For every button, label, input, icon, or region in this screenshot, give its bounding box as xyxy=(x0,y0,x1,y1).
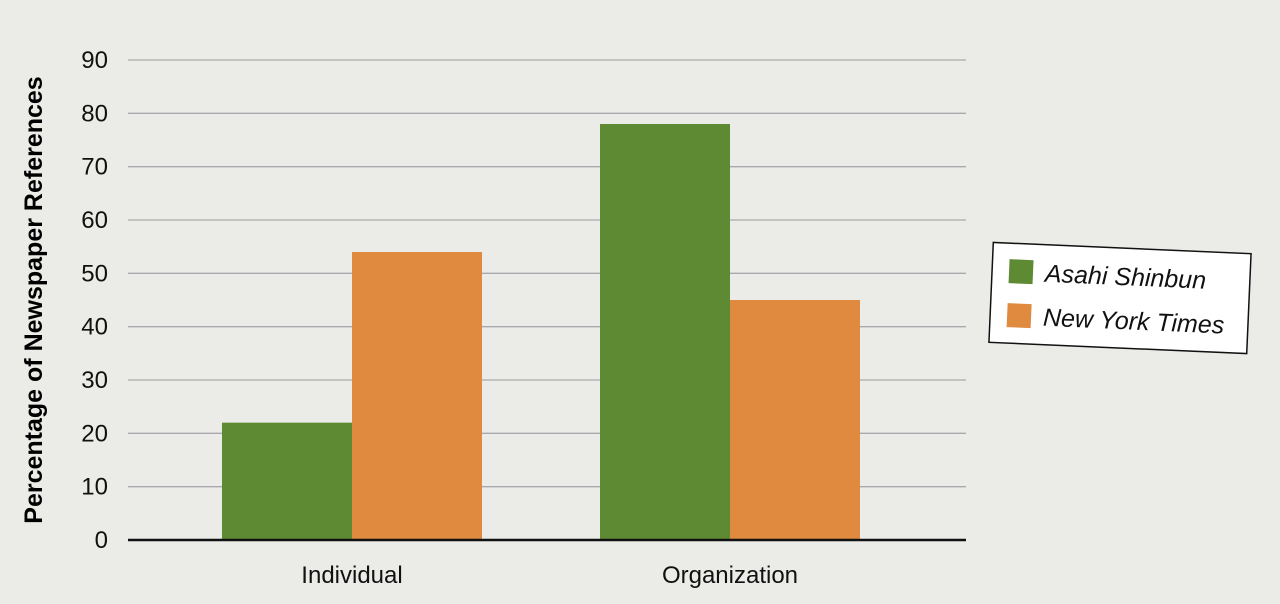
bars xyxy=(222,124,860,540)
y-tick-label-10: 10 xyxy=(81,474,108,501)
y-tick-label-90: 90 xyxy=(81,47,108,74)
bar-new-york-times-organization xyxy=(730,300,860,540)
x-category-labels: Individual Organization xyxy=(301,562,798,589)
y-tick-label-0: 0 xyxy=(95,527,108,554)
y-tick-labels: 0 10 20 30 40 50 60 70 80 90 xyxy=(81,47,108,554)
legend-swatch-asahi-shinbun xyxy=(1008,259,1034,285)
legend-swatch-new-york-times xyxy=(1006,303,1032,329)
y-tick-label-80: 80 xyxy=(81,100,108,127)
x-category-label-individual: Individual xyxy=(301,562,402,589)
y-tick-label-30: 30 xyxy=(81,367,108,394)
bar-asahi-shinbun-organization xyxy=(600,124,730,540)
legend: Asahi Shinbun New York Times xyxy=(988,241,1252,355)
y-tick-label-60: 60 xyxy=(81,207,108,234)
x-category-label-organization: Organization xyxy=(662,562,798,589)
bar-new-york-times-individual xyxy=(352,252,482,540)
y-tick-label-40: 40 xyxy=(81,314,108,341)
y-tick-label-70: 70 xyxy=(81,154,108,181)
legend-box xyxy=(988,241,1252,355)
y-tick-label-20: 20 xyxy=(81,420,108,447)
y-axis-title: Percentage of Newspaper References xyxy=(20,76,48,523)
bar-asahi-shinbun-individual xyxy=(222,422,352,540)
y-tick-label-50: 50 xyxy=(81,260,108,287)
